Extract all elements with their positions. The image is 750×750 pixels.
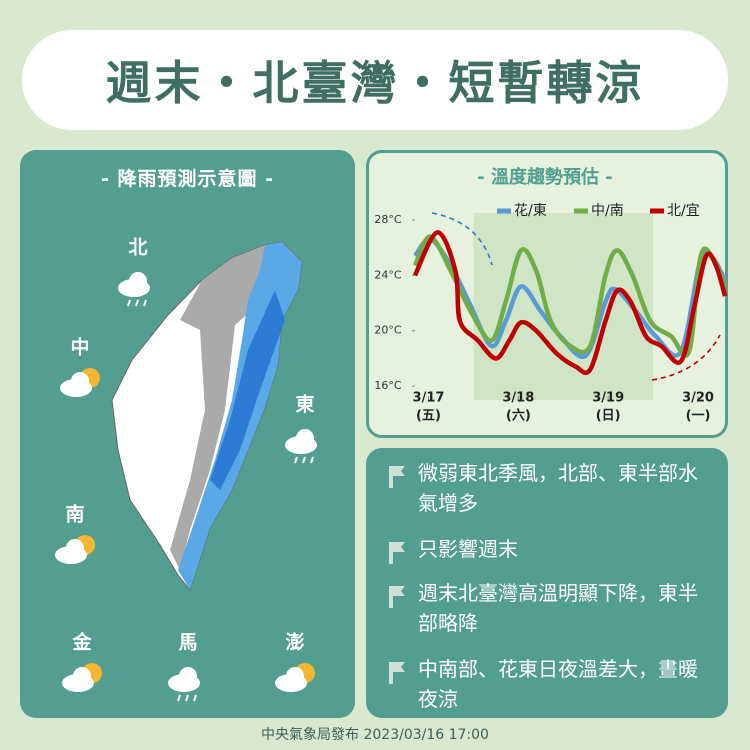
x-tick-weekday: (一) [686, 409, 711, 424]
rain-drop [143, 299, 147, 307]
series-line [412, 230, 728, 375]
y-tick-label: 20°C [374, 324, 401, 337]
weather-icon [60, 368, 100, 397]
x-tick-label: 3/20 [682, 391, 714, 406]
cloud [179, 667, 197, 685]
y-tick-label: 28°C [374, 213, 401, 226]
region-label: 馬 [178, 632, 197, 654]
region-label: 東 [295, 393, 314, 416]
series-line [412, 234, 728, 358]
footer-text: 中央氣象局發布 2023/03/16 17:00 [261, 727, 489, 743]
bullet-panel: 微弱東北季風，北部、東半部水氣增多只影響週末週末北臺灣高溫明顯下降，東半部略降中… [366, 448, 728, 718]
bullet-icon [389, 662, 405, 684]
weather-icon [168, 667, 200, 702]
series-line [413, 237, 728, 359]
rain-drop [127, 299, 131, 307]
cloud [296, 429, 314, 447]
rain-drop [310, 456, 314, 464]
bullet-icon [389, 542, 405, 564]
cloud [71, 372, 89, 390]
x-tick-weekday: (六) [506, 408, 531, 424]
y-tick-label: 16°C [374, 379, 401, 392]
region-label: 北 [128, 237, 147, 259]
cloud-area [170, 245, 275, 570]
footer: 中央氣象局發布 2023/03/16 17:00 [0, 724, 750, 744]
page-title: 週末・北臺灣・短暫轉涼 [105, 56, 645, 110]
rain-drop [177, 694, 181, 702]
cloud [66, 539, 84, 557]
region-label: 中 [70, 336, 89, 359]
rain-drop [302, 456, 306, 464]
legend-label: 中/南 [591, 203, 624, 219]
flag [389, 662, 405, 684]
bullet-icon [389, 466, 405, 488]
weather-icon [62, 663, 102, 692]
region-label: 澎 [285, 631, 304, 654]
cloud [129, 272, 147, 290]
region-label: 金 [71, 631, 92, 654]
y-tick-label: 24°C [374, 268, 401, 281]
x-tick-weekday: (日) [596, 409, 621, 424]
cloud [73, 667, 91, 685]
panel-title: - 降雨預測示意圖 - [100, 168, 274, 190]
flag [389, 542, 405, 564]
heavy-rain-area [210, 290, 285, 490]
bullet-text: 中南部、花東日夜溫差大，晝暖夜涼 [418, 657, 698, 711]
cloud [286, 667, 304, 685]
weekend-shade [473, 213, 654, 400]
x-tick-label: 3/19 [592, 391, 624, 406]
weather-icon [275, 663, 315, 692]
bullet-text: 只影響週末 [418, 537, 518, 561]
legend-label: 北/宜 [667, 203, 700, 219]
rain-drop [185, 694, 189, 702]
rain-drop [294, 456, 298, 464]
region-label: 南 [65, 504, 84, 526]
chart-title: - 溫度趨勢預估 - [477, 166, 612, 188]
rain-map-panel: - 降雨預測示意圖 - 北中東南金 馬 澎 [20, 150, 355, 718]
arrow [651, 334, 721, 381]
weather-icon [118, 272, 150, 307]
legend-label: 花/東 [514, 203, 547, 219]
chart: - 溫度趨勢預估 - 16°C 20°C 24°C 28°C 3/17 (五) 3/18 (六)… [374, 166, 728, 424]
flag [389, 586, 405, 608]
arrow [431, 212, 493, 266]
weather-icon [55, 535, 95, 564]
bullet-text: 微弱東北季風，北部、東半部水氣增多 [418, 461, 698, 515]
x-tick-label: 3/17 [413, 391, 445, 406]
x-tick-label: 3/18 [502, 391, 534, 406]
bullet-text: 週末北臺灣高溫明顯下降，東半部略降 [418, 581, 698, 635]
x-tick-weekday: (五) [416, 409, 441, 424]
title-banner: 週末・北臺灣・短暫轉涼 [22, 30, 728, 130]
bullet-icon [389, 586, 405, 608]
rain-drop [135, 299, 139, 307]
rain-drop [193, 694, 197, 702]
flag [389, 466, 405, 488]
weather-icon [285, 429, 317, 464]
